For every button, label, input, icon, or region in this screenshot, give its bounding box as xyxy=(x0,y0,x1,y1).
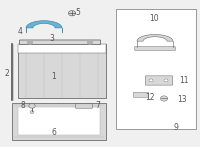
Polygon shape xyxy=(18,44,106,98)
FancyBboxPatch shape xyxy=(133,92,149,97)
Text: 3: 3 xyxy=(50,34,54,44)
Polygon shape xyxy=(26,21,62,28)
Polygon shape xyxy=(137,35,173,41)
Text: 6: 6 xyxy=(52,128,56,137)
Text: 9: 9 xyxy=(174,123,178,132)
Circle shape xyxy=(160,96,168,101)
Circle shape xyxy=(68,11,76,16)
FancyBboxPatch shape xyxy=(145,76,173,85)
FancyBboxPatch shape xyxy=(135,47,175,50)
Circle shape xyxy=(88,41,92,44)
Circle shape xyxy=(149,79,153,82)
FancyBboxPatch shape xyxy=(75,104,93,108)
Circle shape xyxy=(28,41,32,44)
Text: 10: 10 xyxy=(149,14,159,23)
Circle shape xyxy=(164,79,168,82)
Text: 4: 4 xyxy=(18,27,22,36)
Polygon shape xyxy=(18,107,100,135)
Text: 7: 7 xyxy=(96,101,100,110)
Polygon shape xyxy=(12,103,106,140)
Polygon shape xyxy=(18,44,106,53)
Text: 2: 2 xyxy=(5,69,9,78)
FancyBboxPatch shape xyxy=(19,40,101,45)
Text: 1: 1 xyxy=(52,72,56,81)
Circle shape xyxy=(30,111,34,113)
Text: 11: 11 xyxy=(179,76,189,85)
FancyBboxPatch shape xyxy=(116,9,196,129)
Text: 12: 12 xyxy=(145,93,155,102)
Text: 8: 8 xyxy=(21,101,25,110)
Text: 5: 5 xyxy=(76,8,80,17)
Text: 13: 13 xyxy=(177,95,187,104)
Circle shape xyxy=(29,103,35,108)
